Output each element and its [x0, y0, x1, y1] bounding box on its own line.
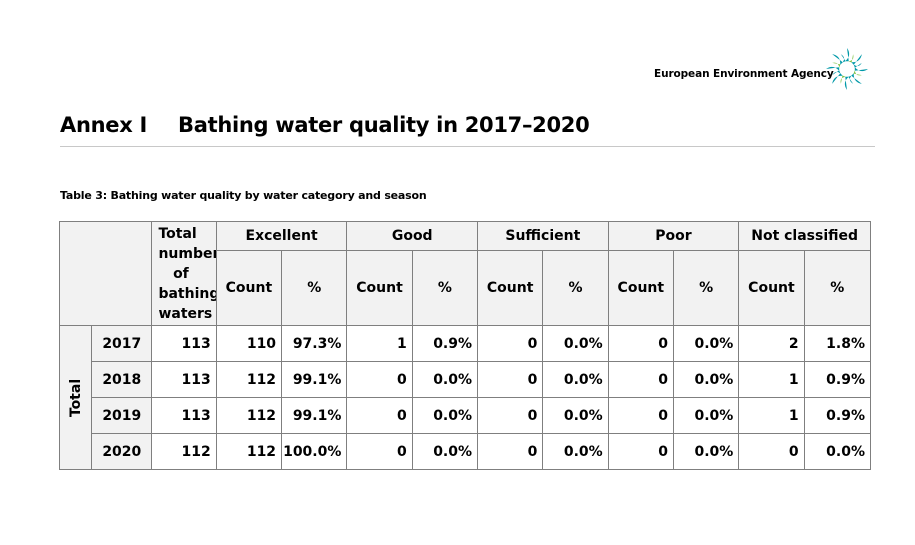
table-corner	[58, 221, 153, 326]
subheader-count: Count	[215, 250, 283, 326]
heading-divider	[60, 146, 875, 147]
not-classified-count-cell: 2	[738, 325, 805, 362]
year-cell: 2018	[91, 361, 153, 398]
subheader-count: Count	[346, 250, 413, 326]
subheader-count: Count	[738, 250, 805, 326]
good-count-cell: 0	[346, 397, 413, 434]
sufficient-pct-cell: 0.0%	[542, 433, 609, 470]
excellent-count-cell: 112	[215, 361, 283, 398]
poor-pct-cell: 0.0%	[672, 325, 740, 362]
not-classified-count-cell: 1	[738, 397, 805, 434]
excellent-pct-cell: 97.3%	[281, 325, 348, 362]
total-cell: 113	[151, 361, 217, 398]
row-group-total: Total	[58, 325, 93, 470]
sufficient-count-cell: 0	[477, 397, 544, 434]
subheader-count: Count	[607, 250, 674, 326]
sufficient-pct-cell: 0.0%	[542, 397, 609, 434]
poor-pct-cell: 0.0%	[672, 433, 740, 470]
good-pct-cell: 0.9%	[411, 325, 479, 362]
good-count-cell: 0	[346, 433, 413, 470]
poor-count-cell: 0	[607, 325, 674, 362]
annex-heading: Annex I Bathing water quality in 2017–20…	[60, 113, 590, 137]
header-total-bathing-waters: Total number of bathing waters	[151, 221, 217, 326]
excellent-pct-cell: 99.1%	[281, 397, 348, 434]
year-cell: 2020	[91, 433, 153, 470]
eea-sunburst-logo-icon	[826, 48, 868, 90]
sufficient-pct-cell: 0.0%	[542, 325, 609, 362]
sufficient-count-cell: 0	[477, 433, 544, 470]
header-good: Good	[346, 221, 479, 251]
year-cell: 2017	[91, 325, 153, 362]
good-pct-cell: 0.0%	[411, 397, 479, 434]
year-cell: 2019	[91, 397, 153, 434]
not-classified-count-cell: 0	[738, 433, 805, 470]
not-classified-pct-cell: 0.9%	[803, 397, 872, 434]
table-row: 2019 113 112 99.1% 0 0.0% 0 0.0% 0 0.0% …	[60, 397, 872, 434]
total-cell: 113	[151, 397, 217, 434]
header-not-classified: Not classified	[738, 221, 871, 251]
poor-count-cell: 0	[607, 433, 674, 470]
table-row: 2018 113 112 99.1% 0 0.0% 0 0.0% 0 0.0% …	[60, 361, 872, 398]
poor-count-cell: 0	[607, 397, 674, 434]
not-classified-pct-cell: 0.0%	[803, 433, 872, 470]
table-row: 2020 112 112 100.0% 0 0.0% 0 0.0% 0 0.0%…	[60, 433, 872, 470]
excellent-count-cell: 112	[215, 397, 283, 434]
table-row: Total 2017 113 110 97.3% 1 0.9% 0 0.0% 0…	[58, 325, 872, 470]
excellent-pct-cell: 99.1%	[281, 361, 348, 398]
poor-pct-cell: 0.0%	[672, 361, 740, 398]
not-classified-pct-cell: 0.9%	[803, 361, 872, 398]
good-pct-cell: 0.0%	[411, 433, 479, 470]
not-classified-pct-cell: 1.8%	[803, 325, 872, 362]
poor-pct-cell: 0.0%	[672, 397, 740, 434]
annex-label: Annex I	[60, 113, 147, 137]
subheader-percent: %	[411, 250, 479, 326]
total-cell: 113	[151, 325, 217, 362]
header-excellent: Excellent	[215, 221, 348, 251]
agency-name: European Environment Agency	[654, 68, 834, 80]
subheader-percent: %	[672, 250, 740, 326]
subheader-percent: %	[542, 250, 609, 326]
sufficient-count-cell: 0	[477, 361, 544, 398]
excellent-count-cell: 112	[215, 433, 283, 470]
eea-header: European Environment Agency	[654, 48, 874, 96]
table-caption: Table 3: Bathing water quality by water …	[60, 189, 427, 202]
good-pct-cell: 0.0%	[411, 361, 479, 398]
sufficient-pct-cell: 0.0%	[542, 361, 609, 398]
excellent-count-cell: 110	[215, 325, 283, 362]
good-count-cell: 0	[346, 361, 413, 398]
not-classified-count-cell: 1	[738, 361, 805, 398]
header-sufficient: Sufficient	[477, 221, 609, 251]
excellent-pct-cell: 100.0%	[281, 433, 348, 470]
total-cell: 112	[151, 433, 217, 470]
good-count-cell: 1	[346, 325, 413, 362]
subheader-percent: %	[281, 250, 348, 326]
header-poor: Poor	[607, 221, 740, 251]
sufficient-count-cell: 0	[477, 325, 544, 362]
poor-count-cell: 0	[607, 361, 674, 398]
bathing-water-table: Total number of bathing waters Excellent…	[58, 221, 872, 470]
subheader-percent: %	[803, 250, 872, 326]
subheader-count: Count	[477, 250, 544, 326]
page-title: Bathing water quality in 2017–2020	[178, 113, 590, 137]
